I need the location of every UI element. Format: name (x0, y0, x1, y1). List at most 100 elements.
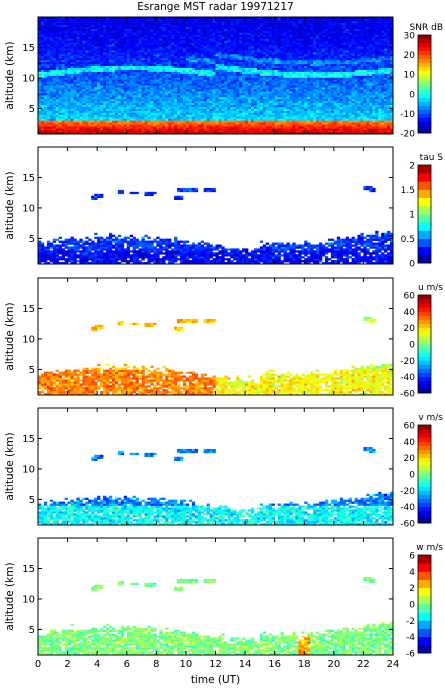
heatmap-cell (162, 67, 166, 70)
heatmap-cell (144, 54, 148, 57)
heatmap-cell (138, 34, 142, 37)
heatmap-cell (265, 59, 270, 63)
heatmap-cell (106, 63, 110, 67)
heatmap-cell (265, 30, 270, 33)
heatmap-cell (230, 67, 234, 70)
heatmap-cell (262, 89, 267, 92)
heatmap-cell (230, 22, 234, 26)
heatmap-cell (150, 124, 154, 127)
heatmap-cell (97, 44, 101, 47)
heatmap-cell (129, 91, 133, 94)
heatmap-cell (253, 56, 258, 59)
heatmap-cell (76, 54, 80, 57)
heatmap-cell (174, 116, 178, 119)
heatmap-cell (185, 28, 190, 31)
heatmap-cell (114, 110, 119, 113)
heatmap-cell (120, 65, 125, 68)
heatmap-cell (177, 116, 181, 119)
heatmap-cell (239, 128, 243, 131)
heatmap-cell (256, 46, 261, 49)
heatmap-cell (49, 79, 54, 82)
heatmap-cell (49, 77, 54, 80)
heatmap-cell (194, 48, 199, 51)
heatmap-cell (156, 65, 160, 68)
heatmap-cell (97, 122, 101, 125)
heatmap-cell (91, 75, 95, 78)
heatmap-cell (253, 130, 258, 133)
heatmap-cell (43, 130, 48, 133)
heatmap-cell (262, 87, 267, 90)
heatmap-cell (58, 96, 62, 100)
heatmap-cell (49, 95, 54, 98)
heatmap-cell (218, 28, 222, 31)
heatmap-cell (253, 38, 258, 41)
heatmap-cell (265, 87, 270, 90)
heatmap-cell (256, 38, 261, 41)
heatmap-cell (97, 26, 101, 29)
heatmap-cell (67, 56, 71, 59)
heatmap-cell (191, 61, 196, 65)
heatmap-cell (138, 50, 142, 53)
heatmap-cell (253, 22, 258, 26)
heatmap-cell (40, 69, 45, 72)
heatmap-cell (73, 93, 77, 96)
heatmap-cell (85, 63, 89, 67)
heatmap-cell (46, 40, 51, 43)
heatmap-cell (174, 118, 178, 121)
heatmap-cell (230, 126, 234, 129)
heatmap-cell (245, 63, 249, 67)
heatmap-cell (174, 85, 178, 88)
heatmap-cell (76, 114, 80, 117)
heatmap-cell (239, 63, 243, 67)
heatmap-cell (280, 87, 284, 90)
heatmap-cell (239, 75, 243, 78)
heatmap-cell (209, 63, 213, 67)
heatmap-cell (191, 104, 196, 107)
heatmap-cell (277, 28, 281, 31)
heatmap-cell (182, 67, 187, 70)
heatmap-cell (215, 77, 219, 80)
heatmap-cell (120, 124, 125, 127)
heatmap-cell (85, 102, 89, 106)
heatmap-cell (174, 77, 178, 80)
heatmap-cell (221, 89, 225, 92)
heatmap-cell (38, 116, 42, 119)
heatmap-cell (43, 128, 48, 131)
heatmap-cell (97, 112, 101, 115)
heatmap-cell (277, 63, 281, 67)
heatmap-cell (111, 89, 116, 92)
heatmap-cell (55, 83, 60, 86)
heatmap-cell (191, 120, 196, 123)
heatmap-cell (49, 116, 54, 119)
heatmap-cell (46, 85, 51, 88)
heatmap-cell (52, 20, 57, 24)
heatmap-cell (43, 100, 48, 104)
heatmap-cell (79, 122, 83, 125)
heatmap-cell (38, 17, 42, 20)
heatmap-cell (262, 73, 267, 76)
heatmap-cell (109, 24, 113, 28)
heatmap-cell (194, 56, 199, 59)
heatmap-cell (268, 61, 273, 65)
heatmap-cell (55, 89, 60, 92)
heatmap-cell (61, 42, 65, 45)
heatmap-cell (38, 124, 42, 127)
heatmap-cell (280, 122, 284, 125)
heatmap-cell (262, 36, 267, 39)
heatmap-cell (70, 110, 74, 113)
heatmap-cell (227, 57, 231, 61)
heatmap-cell (227, 42, 231, 45)
heatmap-cell (43, 18, 48, 22)
heatmap-cell (221, 36, 225, 39)
heatmap-cell (79, 81, 83, 84)
heatmap-cell (162, 124, 166, 127)
heatmap-cell (135, 85, 139, 88)
heatmap-cell (58, 93, 62, 96)
heatmap-cell (109, 26, 113, 29)
heatmap-cell (245, 106, 249, 109)
heatmap-cell (239, 67, 243, 70)
heatmap-cell (242, 44, 246, 47)
heatmap-cell (221, 104, 225, 107)
heatmap-cell (221, 22, 225, 26)
heatmap-cell (147, 18, 151, 22)
